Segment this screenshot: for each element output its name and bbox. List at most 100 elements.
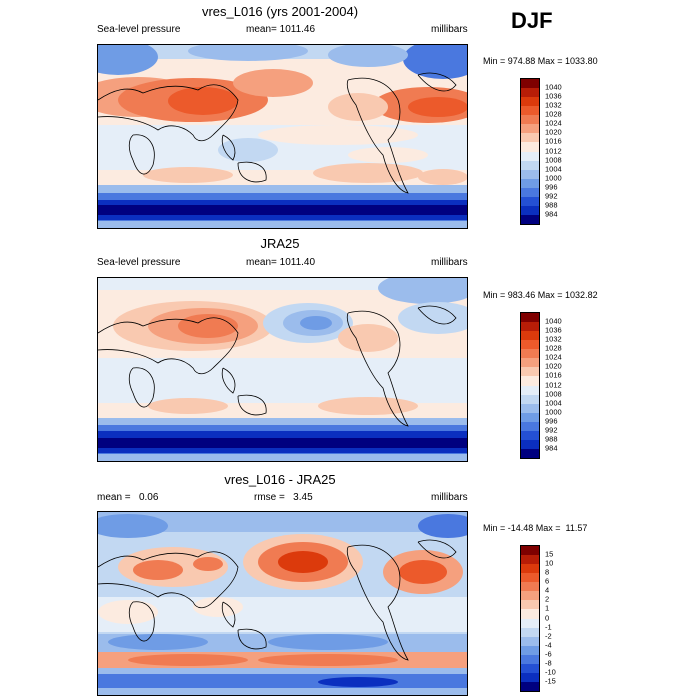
colorbar-swatch	[521, 331, 539, 341]
colorbar-swatch	[521, 618, 539, 628]
colorbar-tick-label: 992	[545, 191, 558, 201]
colorbar-tick-label: 1008	[545, 389, 562, 399]
colorbar-tick-label: -1	[545, 622, 552, 632]
season-label: DJF	[511, 8, 553, 33]
colorbar-tick-label: 6	[545, 576, 550, 586]
panel-3-colorbar-swatches	[521, 546, 539, 691]
colorbar-swatch	[521, 627, 539, 637]
colorbar-swatch	[521, 106, 539, 116]
colorbar-swatch	[521, 115, 539, 125]
colorbar-swatch	[521, 681, 539, 691]
colorbar-swatch	[521, 430, 539, 440]
colorbar-swatch	[521, 214, 539, 224]
colorbar-swatch	[521, 133, 539, 143]
colorbar-tick-label: 4	[545, 585, 550, 595]
colorbar-swatch	[521, 654, 539, 664]
colorbar-tick-label: 996	[545, 182, 558, 192]
colorbar-tick-label: 1040	[545, 82, 562, 92]
colorbar-swatch	[521, 546, 539, 556]
colorbar-tick-label: 1012	[545, 380, 562, 389]
colorbar-tick-label: 1000	[545, 407, 562, 417]
panel-2-title: JRA25	[260, 236, 300, 251]
panel-2-field	[98, 278, 467, 461]
panel-3-title: vres_L016 - JRA25	[224, 472, 336, 487]
panel-1-mean: mean= 1011.46	[246, 24, 316, 35]
colorbar-tick-label: -8	[545, 658, 552, 668]
colorbar-tick-label: -10	[545, 667, 556, 677]
colorbar-tick-label: 984	[545, 209, 558, 219]
colorbar-swatch	[521, 205, 539, 215]
colorbar-tick-label: 1000	[545, 173, 562, 183]
colorbar-swatch	[521, 376, 539, 386]
colorbar-swatch	[521, 582, 539, 592]
colorbar-tick-label: 988	[545, 434, 558, 444]
colorbar-swatch	[521, 421, 539, 431]
colorbar-swatch	[521, 187, 539, 197]
colorbar-swatch	[521, 142, 539, 152]
panel-3-field	[98, 512, 467, 695]
colorbar-tick-label: 1024	[545, 352, 562, 362]
colorbar-tick-label: 2	[545, 594, 550, 604]
colorbar-swatch	[521, 169, 539, 179]
panel-3-colorbar	[520, 545, 540, 692]
colorbar-tick-label: 1036	[545, 325, 562, 335]
panel-3-mean: mean = 0.06	[97, 492, 159, 503]
panel-2-colorbar-swatches	[521, 313, 539, 458]
colorbar-swatch	[521, 412, 539, 422]
colorbar-tick-label: 1032	[545, 100, 562, 110]
panel-2-colorbar	[520, 312, 540, 459]
panel-1-units: millibars	[431, 24, 468, 35]
colorbar-tick-label: 996	[545, 416, 558, 426]
colorbar-tick-label: 1012	[545, 146, 562, 155]
panel-3-minmax: Min = -14.48 Max = 11.57	[483, 523, 588, 533]
colorbar-swatch	[521, 609, 539, 619]
panel-1-title: vres_L016 (yrs 2001-2004)	[201, 4, 359, 19]
colorbar-tick-label: 1020	[545, 361, 562, 371]
colorbar-swatch	[521, 97, 539, 107]
colorbar-swatch	[521, 439, 539, 449]
panel-2-units: millibars	[431, 257, 468, 268]
panel-3-rmse: rmse = 3.45	[254, 492, 313, 503]
colorbar-tick-label: 1024	[545, 118, 562, 128]
panel-1-map	[97, 44, 468, 229]
colorbar-tick-label: 15	[545, 549, 554, 559]
colorbar-swatch	[521, 88, 539, 98]
colorbar-swatch	[521, 79, 539, 89]
colorbar-swatch	[521, 349, 539, 359]
colorbar-tick-label: 992	[545, 425, 558, 435]
colorbar-swatch	[521, 394, 539, 404]
colorbar-swatch	[521, 403, 539, 413]
panel-2-map	[97, 277, 468, 462]
colorbar-swatch	[521, 196, 539, 206]
panel-1-left-label: Sea-level pressure	[97, 24, 181, 35]
colorbar-swatch	[521, 448, 539, 458]
colorbar-tick-label: 1	[545, 603, 550, 613]
colorbar-tick-label: 1036	[545, 91, 562, 101]
colorbar-tick-label: -2	[545, 631, 552, 641]
panel-1-field	[98, 45, 467, 228]
panel-3-units: millibars	[431, 492, 468, 503]
colorbar-swatch	[521, 672, 539, 682]
colorbar-tick-label: 1004	[545, 164, 562, 174]
colorbar-tick-label: 0	[545, 613, 550, 622]
colorbar-swatch	[521, 636, 539, 646]
colorbar-swatch	[521, 600, 539, 610]
colorbar-tick-label: 1032	[545, 334, 562, 344]
colorbar-swatch	[521, 322, 539, 332]
colorbar-tick-label: -4	[545, 640, 552, 650]
colorbar-swatch	[521, 591, 539, 601]
panel-1-colorbar-swatches	[521, 79, 539, 224]
panel-1-colorbar	[520, 78, 540, 225]
colorbar-tick-label: 1016	[545, 136, 562, 146]
colorbar-tick-label: -6	[545, 649, 552, 659]
panel-1-minmax: Min = 974.88 Max = 1033.80	[483, 56, 598, 66]
colorbar-swatch	[521, 313, 539, 323]
colorbar-swatch	[521, 564, 539, 574]
colorbar-swatch	[521, 178, 539, 188]
colorbar-swatch	[521, 160, 539, 170]
colorbar-tick-label: 988	[545, 200, 558, 210]
colorbar-swatch	[521, 124, 539, 134]
colorbar-tick-label: 1008	[545, 155, 562, 165]
colorbar-tick-label: 984	[545, 443, 558, 453]
colorbar-tick-label: 8	[545, 567, 550, 577]
